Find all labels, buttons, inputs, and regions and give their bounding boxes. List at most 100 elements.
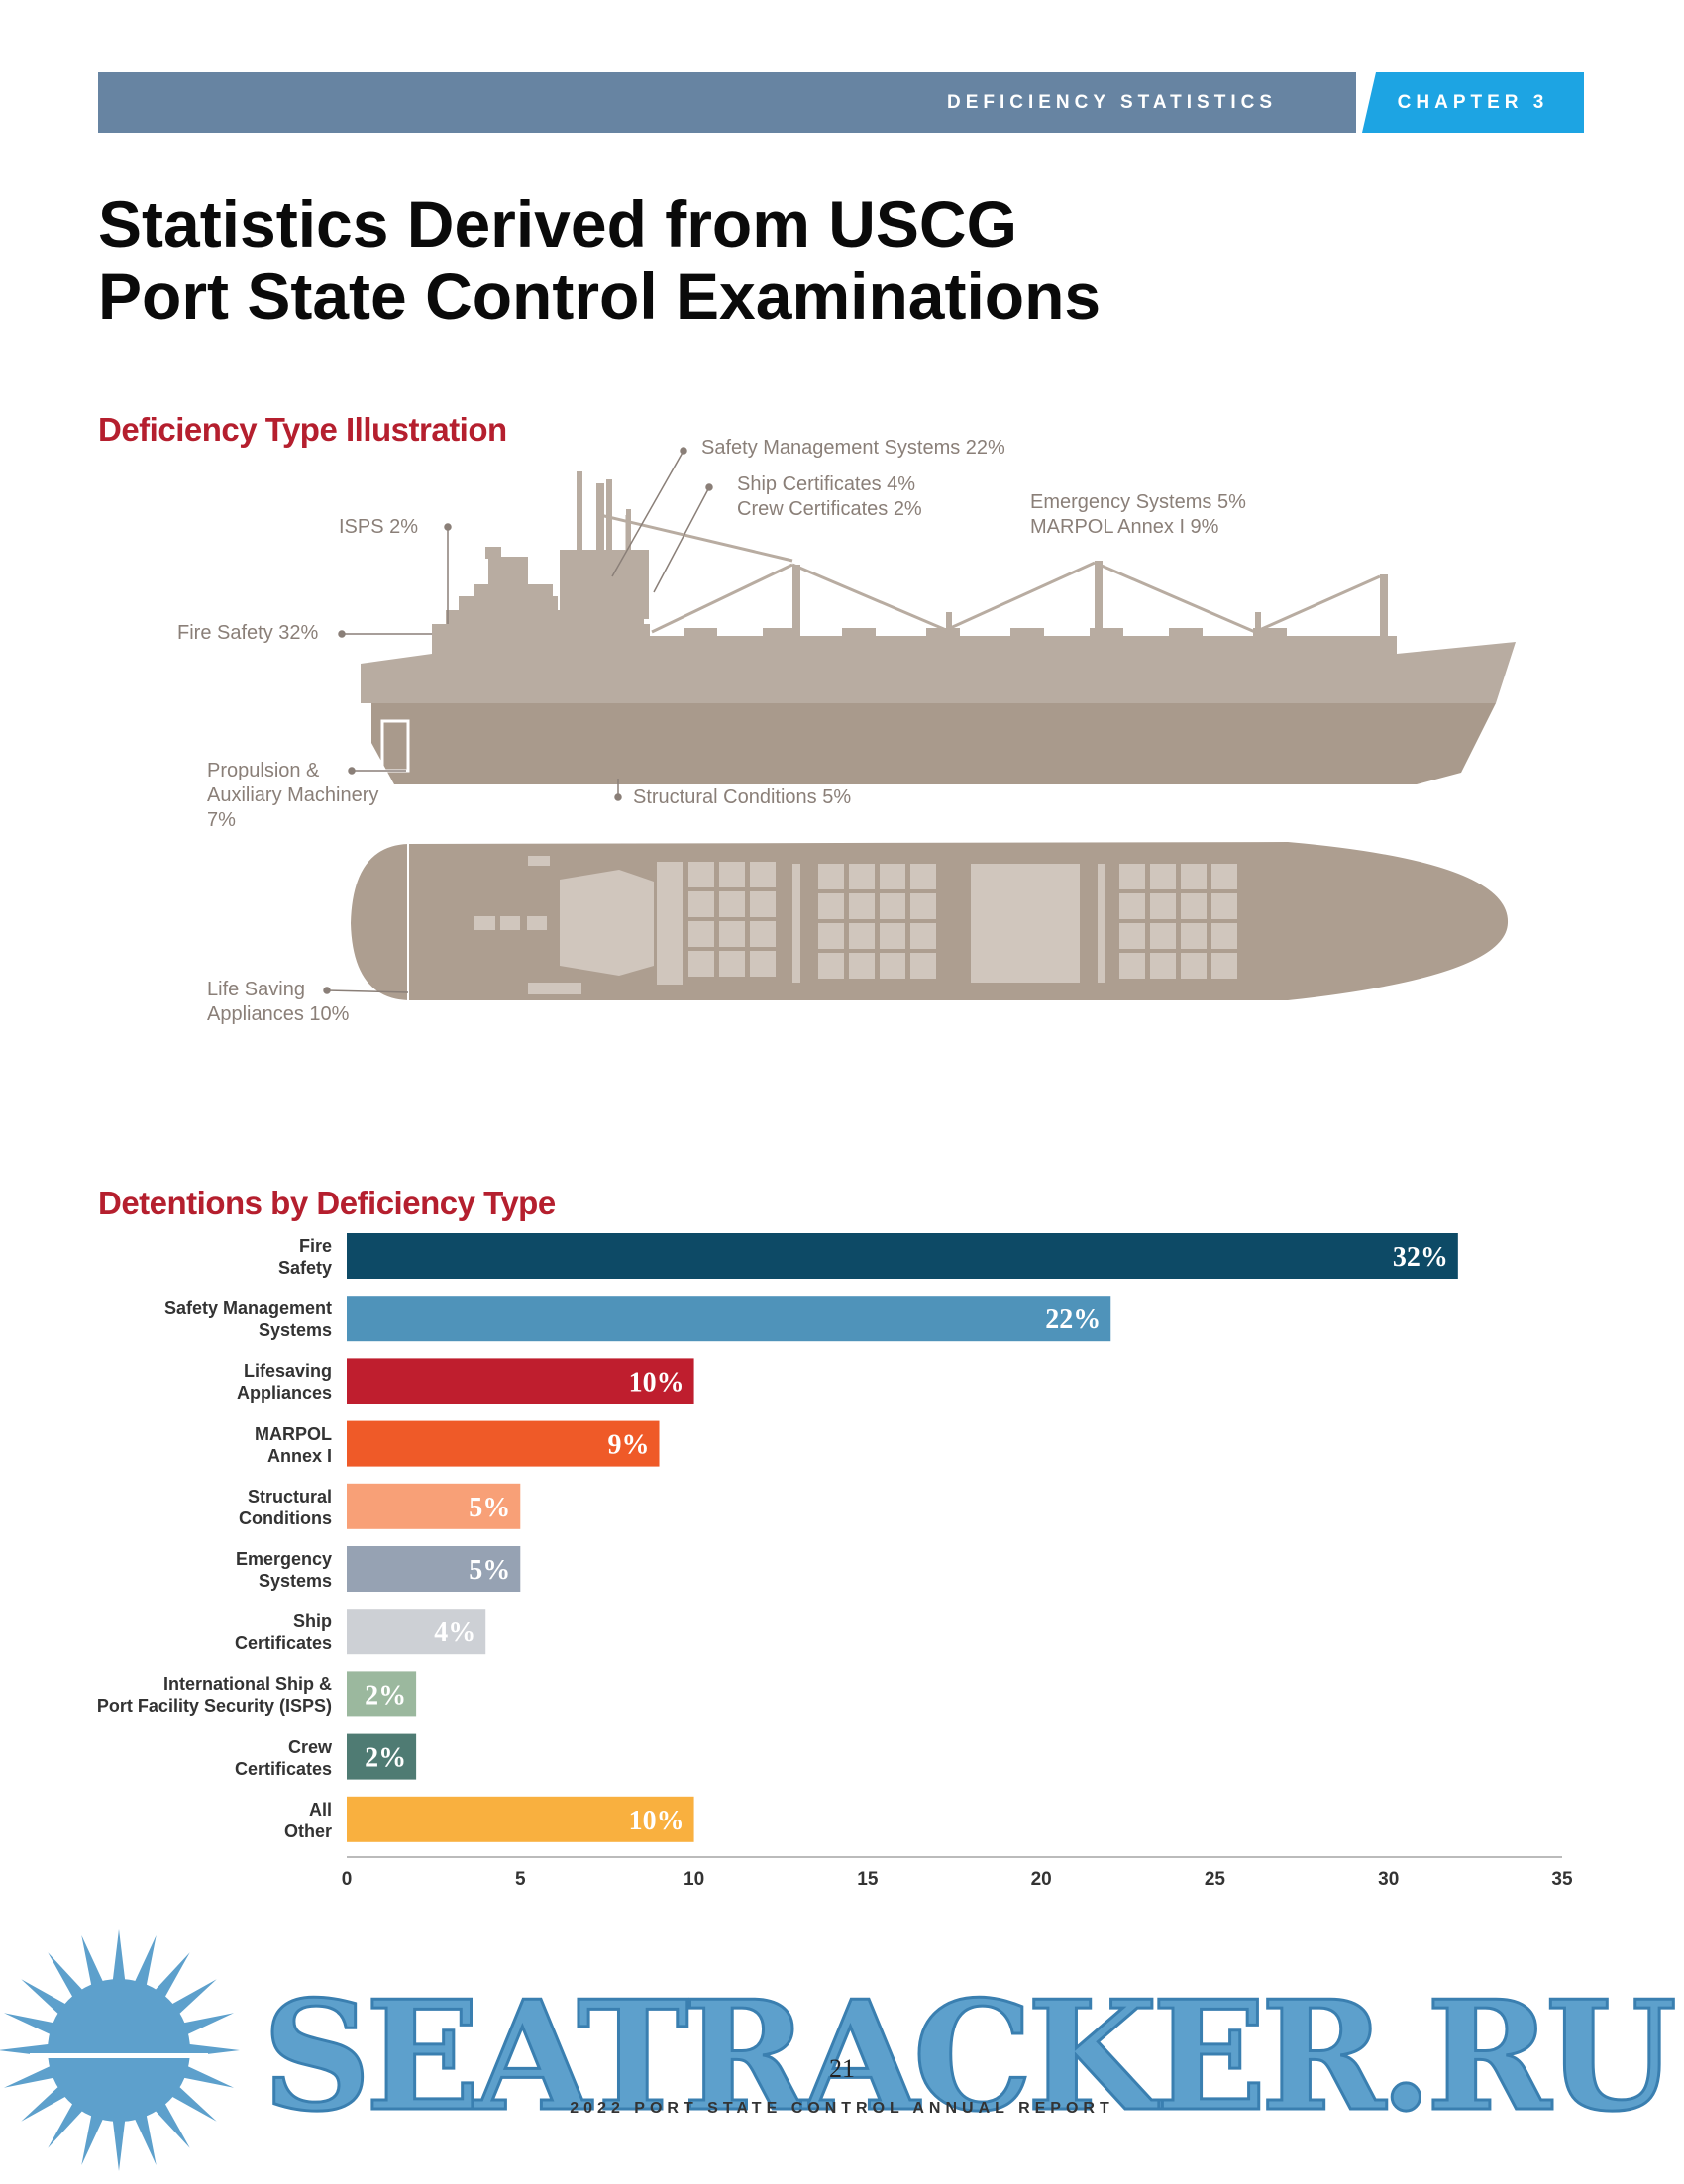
x-tick-label-7: 35 [1551,1869,1573,1890]
x-tick-label-5: 25 [1205,1869,1226,1890]
category-label-3-line-1: Annex I [266,1445,332,1466]
category-label-9: All Other [35,1799,332,1842]
page-title: Statistics Derived from USCG Port State … [98,188,1101,333]
ship-side-hull-lower [371,703,1496,784]
ship-rigging [599,513,1381,634]
category-label-1-line-1: Systems [258,1320,332,1341]
sun-ray-9 [3,2065,55,2088]
sun-ray-16 [134,1934,157,1987]
bar-7 [347,1671,417,1717]
sun-ray-8 [21,2085,67,2122]
category-label-8: Crew Certificates [35,1736,332,1780]
category-label-8-line-1: Certificates [234,1758,332,1779]
callout-propulsion-line-1: Propulsion & [207,760,320,781]
bar-value-label-5: 5% [469,1555,510,1586]
sun-ray-3 [154,2102,190,2148]
illustration-heading: Deficiency Type Illustration [98,411,507,448]
bar-5 [347,1546,521,1592]
category-label-0: Fire Safety [35,1235,332,1279]
bar-value-label-4: 5% [469,1493,510,1523]
x-tick-label-6: 30 [1378,1869,1399,1890]
bar-value-label-2: 10% [629,1367,684,1398]
bar-1 [347,1296,1111,1342]
detentions-chart: Fire Safety Safety Management Systems Lifesa… [0,1218,1684,1912]
watermark-text: SEATRACKER.RU [262,1967,1679,2144]
bar-6 [347,1609,486,1655]
page-number: 21 [829,2054,855,2083]
callout-emergency-marpol: Emergency Systems 5% MARPOL Annex I 9% [1030,490,1246,540]
callout-crew-certificates: Crew Certificates 2% [737,498,922,520]
category-label-9-line-0: All [308,1799,332,1820]
category-label-1: Safety Management Systems [35,1298,332,1341]
sun-ray-15 [112,1929,126,1982]
sun-ray-7 [48,2102,84,2148]
category-label-3: MARPOL Annex I [35,1423,332,1467]
callout-structural-conditions: Structural Conditions 5% [633,786,852,808]
category-label-2-line-1: Appliances [236,1383,332,1404]
bar-2 [347,1358,694,1404]
callout-leaders [323,447,713,994]
callout-ship-certificates: Ship Certificates 4% [737,473,916,495]
category-label-7-line-0: International Ship & [162,1674,332,1695]
header-section-label: DEFICIENCY STATISTICS [946,92,1277,113]
sun-ray-6 [81,2114,104,2166]
ship-plan-hatches [474,856,1237,994]
callout-propulsion-line-3: 7% [207,809,236,831]
chart-heading: Detentions by Deficiency Type [98,1185,556,1221]
ship-side-hull [361,642,1516,703]
sun-ray-12 [21,1979,67,2016]
bar-8 [347,1733,417,1780]
category-label-4-line-1: Conditions [239,1508,332,1528]
bar-9 [347,1796,694,1842]
callout-life-saving-line-2: Appliances 10% [207,1003,350,1025]
bar-3 [347,1420,660,1467]
category-label-7: International Ship & Port Facility Securi… [35,1673,332,1716]
category-label-9-line-1: Other [283,1820,332,1841]
category-label-0-line-1: Safety [277,1258,332,1278]
ship-drawing [323,447,1516,1000]
header-chapter-label: CHAPTER 3 [1362,72,1584,133]
callout-emergency-systems: Emergency Systems 5% [1030,491,1246,513]
category-label-3-line-0: MARPOL [255,1423,332,1444]
category-label-2: Lifesaving Appliances [35,1360,332,1404]
callout-fire-safety: Fire Safety 32% [177,622,319,644]
callout-isps: ISPS 2% [339,516,419,538]
bar-value-label-8: 2% [365,1743,406,1774]
ship-side-profile [432,471,1397,654]
callout-certificates: Ship Certificates 4% Crew Certificates 2… [737,472,922,522]
category-label-1-line-0: Safety Management [163,1299,332,1319]
category-label-5-line-0: Emergency [235,1549,332,1569]
sun-ray-17 [154,1952,190,1999]
callout-life-saving: Life Saving Appliances 10% [207,978,349,1027]
x-tick-label-4: 20 [1031,1869,1052,1890]
callout-marpol: MARPOL Annex I 9% [1030,516,1219,538]
bar-0 [347,1233,1458,1279]
category-label-6-line-0: Ship [293,1612,332,1632]
category-label-4: Structural Conditions [35,1486,332,1529]
bar-value-label-1: 22% [1045,1304,1101,1335]
bar-value-label-0: 32% [1393,1242,1448,1273]
bar-value-label-6: 4% [434,1617,475,1648]
header-bar: DEFICIENCY STATISTICS [98,72,1356,133]
x-tick-label-1: 5 [515,1869,526,1890]
category-label-0-line-0: Fire [298,1236,332,1256]
sun-ray-18 [170,1979,217,2016]
category-label-2-line-0: Lifesaving [243,1361,332,1382]
page-title-line-1: Statistics Derived from USCG [98,187,1017,260]
callout-life-saving-line-1: Life Saving [207,979,305,1000]
sun-ray-11 [3,2013,55,2035]
callout-propulsion-line-2: Auxiliary Machinery [207,784,379,806]
category-label-5-line-1: Systems [258,1571,332,1591]
ship-illustration: Safety Management Systems 22% Ship Certi… [0,416,1684,1050]
sun-ray-4 [134,2114,157,2166]
category-label-6-line-1: Certificates [234,1633,332,1654]
sun-ray-14 [81,1934,104,1987]
sun-ray-19 [182,2013,235,2035]
report-name: 2022 PORT STATE CONTROL ANNUAL REPORT [570,2100,1114,2117]
category-label-7-line-1: Port Facility Security (ISPS) [96,1696,332,1716]
sun-logo [0,1929,240,2171]
bar-value-label-9: 10% [629,1806,684,1836]
x-tick-label-2: 10 [684,1869,704,1890]
page-title-line-2: Port State Control Examinations [98,260,1102,333]
sun-ray-1 [182,2065,235,2088]
